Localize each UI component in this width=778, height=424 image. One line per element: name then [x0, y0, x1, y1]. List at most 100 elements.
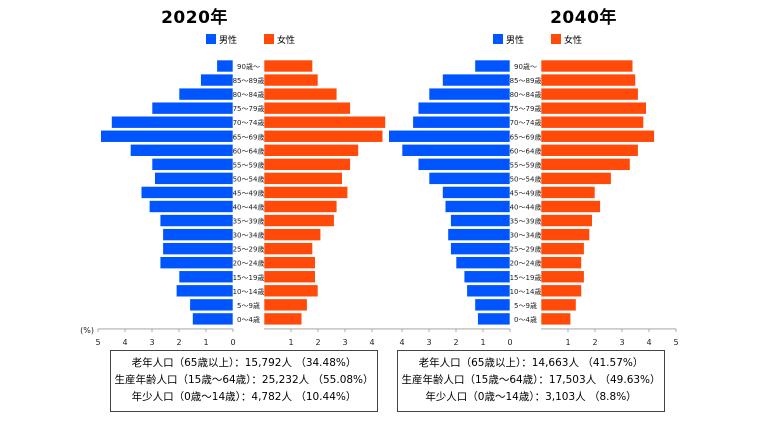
- bar-female: [263, 73, 319, 87]
- bar-female: [263, 256, 316, 269]
- bar-female: [263, 242, 313, 255]
- bar-female: [263, 59, 313, 73]
- population-pyramid-chart: 90歳～ 85～89歳 80～84歳 75～79歳 70～74歳 65～69歳 60～64歳…: [80, 59, 389, 347]
- summary-line-working-age: 生産年齢人口（15歳～64歳）：17,503人 （49.63%）: [401, 374, 661, 386]
- age-group-label: 55～59歳: [510, 160, 542, 169]
- age-group-label: 40～44歳: [510, 203, 542, 212]
- bar-male: [140, 186, 234, 199]
- bar-female: [263, 186, 348, 199]
- legend: 男性 女性: [389, 34, 778, 46]
- bar-male: [149, 200, 234, 213]
- x-tick-label: 5: [673, 338, 678, 347]
- legend-label-female: 女性: [277, 36, 296, 46]
- legend-label-male: 男性: [506, 36, 525, 46]
- bar-female: [263, 200, 338, 213]
- age-group-label: 10～14歳: [233, 287, 265, 296]
- bar-female: [263, 270, 316, 284]
- age-group-label: 45～49歳: [233, 188, 265, 197]
- bar-male: [189, 298, 234, 312]
- bar-male: [474, 298, 511, 312]
- legend-item-male: 男性: [206, 34, 237, 47]
- summary-line-elderly: 老年人口（65歳以上）：15,792人 （34.48%）: [131, 357, 357, 369]
- summary-line-youth: 年少人口（0歳～14歳）：4,782人 （10.44%）: [131, 391, 357, 403]
- age-group-label: 25～29歳: [510, 245, 542, 254]
- bar-female: [263, 115, 386, 129]
- age-group-label: 60～64歳: [233, 146, 265, 155]
- x-tick-label: 4: [646, 338, 651, 347]
- legend-swatch-male: [206, 34, 216, 44]
- x-tick-label: 1: [203, 338, 208, 347]
- legend-label-male: 男性: [219, 36, 238, 46]
- bar-male: [417, 101, 511, 115]
- bar-female: [263, 87, 338, 101]
- bar-male: [474, 59, 511, 73]
- x-tick-label: 2: [315, 338, 320, 347]
- legend-item-female: 女性: [551, 34, 582, 47]
- age-group-label: 45～49歳: [510, 188, 542, 197]
- age-group-label: 90歳～: [514, 62, 537, 71]
- bar-female: [540, 87, 639, 101]
- age-group-label: 75～79歳: [510, 104, 542, 113]
- legend-item-female: 女性: [264, 34, 295, 47]
- bar-male: [111, 115, 234, 129]
- bar-male: [455, 256, 511, 269]
- bar-male: [100, 129, 234, 143]
- x-tick-label: 0: [507, 338, 512, 347]
- age-group-label: 70～74歳: [233, 118, 265, 127]
- x-tick-label: 4: [399, 338, 404, 347]
- bar-female: [540, 144, 639, 157]
- bar-female: [263, 158, 351, 171]
- bar-male: [159, 256, 234, 269]
- bar-female: [540, 312, 572, 326]
- age-group-label: 65～69歳: [233, 132, 265, 141]
- bar-male: [444, 200, 511, 213]
- age-group-label: 5～9歳: [237, 301, 260, 310]
- bar-female: [540, 59, 634, 73]
- bar-male: [389, 129, 511, 143]
- bar-male: [154, 172, 234, 185]
- age-group-label: 55～59歳: [233, 160, 265, 169]
- bar-female: [540, 129, 655, 143]
- age-group-label: 70～74歳: [510, 118, 542, 127]
- bar-female: [540, 298, 577, 312]
- bar-male: [442, 73, 511, 87]
- bar-male: [216, 59, 234, 73]
- bar-female: [540, 242, 585, 255]
- bar-female: [263, 298, 308, 312]
- bar-male: [442, 186, 511, 199]
- bar-female: [263, 228, 322, 241]
- age-group-label: 90歳～: [237, 62, 260, 71]
- bar-female: [263, 214, 335, 227]
- pyramid-panel-2040: 2040年 男性 女性 90歳～ 85～89歳 80～84歳 75～79歳 70～74歳…: [389, 0, 778, 424]
- bar-female: [263, 144, 359, 157]
- bar-male: [417, 158, 511, 171]
- bar-female: [263, 312, 303, 326]
- bar-female: [540, 101, 647, 115]
- bar-male: [192, 312, 234, 326]
- bar-male: [200, 73, 234, 87]
- bar-female: [540, 228, 590, 241]
- age-group-label: 30～34歳: [233, 231, 265, 240]
- x-tick-label: 2: [176, 338, 181, 347]
- chart-title: 2040年: [550, 8, 617, 28]
- age-group-label: 5～9歳: [514, 301, 537, 310]
- legend-swatch-female: [264, 34, 274, 44]
- x-tick-label: 4: [369, 338, 374, 347]
- bar-female: [540, 284, 582, 298]
- bar-male: [159, 214, 234, 227]
- x-tick-label: 3: [149, 338, 154, 347]
- bar-male: [401, 144, 511, 157]
- x-tick-label: 4: [122, 338, 127, 347]
- population-summary-box: 老年人口（65歳以上）：15,792人 （34.48%） 生産年齢人口（15歳～…: [110, 350, 378, 412]
- age-group-label: 40～44歳: [233, 203, 265, 212]
- x-tick-label: 1: [565, 338, 570, 347]
- age-group-label: 75～79歳: [233, 104, 265, 113]
- x-tick-label: 3: [426, 338, 431, 347]
- bar-male: [466, 284, 511, 298]
- age-group-label: 25～29歳: [233, 245, 265, 254]
- bar-female: [540, 256, 582, 269]
- age-group-label: 35～39歳: [510, 217, 542, 226]
- bar-male: [151, 158, 234, 171]
- bar-female: [263, 172, 343, 185]
- population-summary-box: 老年人口（65歳以上）：14,663人 （41.57%） 生産年齢人口（15歳～…: [397, 350, 665, 412]
